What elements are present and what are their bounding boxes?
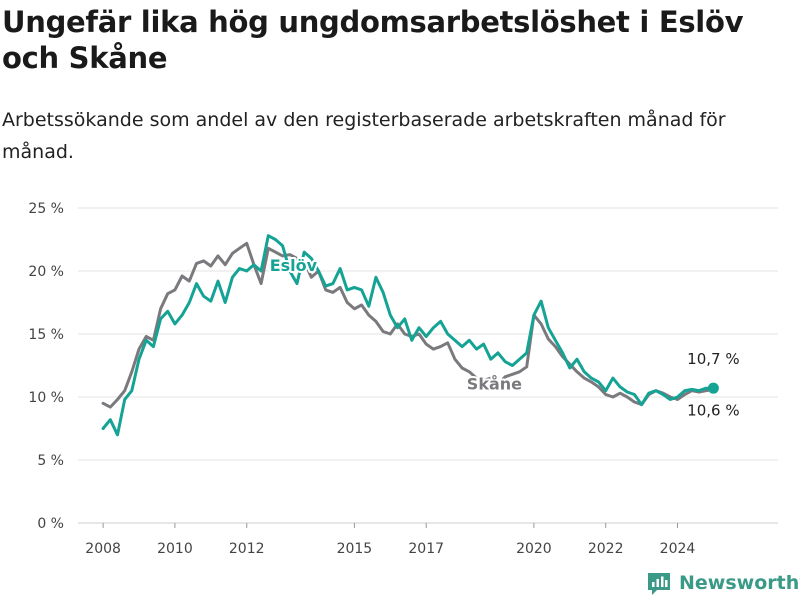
end-value-label: 10,6 % bbox=[687, 401, 739, 419]
x-tick-label: 2022 bbox=[588, 541, 624, 557]
y-tick-label: 10 % bbox=[28, 390, 64, 406]
x-tick-label: 2020 bbox=[516, 541, 552, 557]
x-tick-label: 2017 bbox=[408, 541, 444, 557]
y-tick-label: 25 % bbox=[28, 201, 64, 217]
y-tick-label: 20 % bbox=[28, 264, 64, 280]
brand-name: Newsworthy bbox=[679, 572, 800, 594]
label-layer: Skåne Eslöv 10,7 % 10,6 % bbox=[268, 254, 740, 419]
end-value-label: 10,7 % bbox=[687, 350, 739, 368]
series-label-eslöv: Eslöv bbox=[270, 256, 318, 275]
x-tick-label: 2010 bbox=[157, 541, 193, 557]
series-endpoint bbox=[707, 382, 719, 394]
x-tick-label: 2012 bbox=[229, 541, 265, 557]
x-tick-label: 2015 bbox=[337, 541, 373, 557]
brand[interactable]: Newsworthy bbox=[646, 568, 800, 598]
y-tick-label: 15 % bbox=[28, 327, 64, 343]
chart-title: Ungefär lika hög ungdomsarbetslöshet i E… bbox=[2, 5, 744, 75]
y-tick-label: 0 % bbox=[37, 516, 64, 532]
grid-layer: 0 % 5 % 10 % 15 % 20 % 25 % 2008 2010 2012 2015 20… bbox=[28, 201, 778, 557]
series-layer bbox=[101, 234, 719, 437]
series-line-skåne bbox=[101, 241, 715, 409]
x-tick-label: 2024 bbox=[660, 541, 696, 557]
newsworthy-logo-icon bbox=[648, 573, 670, 595]
series-line-eslöv bbox=[101, 234, 715, 437]
y-tick-label: 5 % bbox=[37, 453, 64, 469]
series-label-skåne: Skåne bbox=[467, 374, 522, 393]
x-tick-label: 2008 bbox=[85, 541, 121, 557]
chart-subtitle: Arbetssökande som andel av den registerb… bbox=[2, 109, 726, 163]
